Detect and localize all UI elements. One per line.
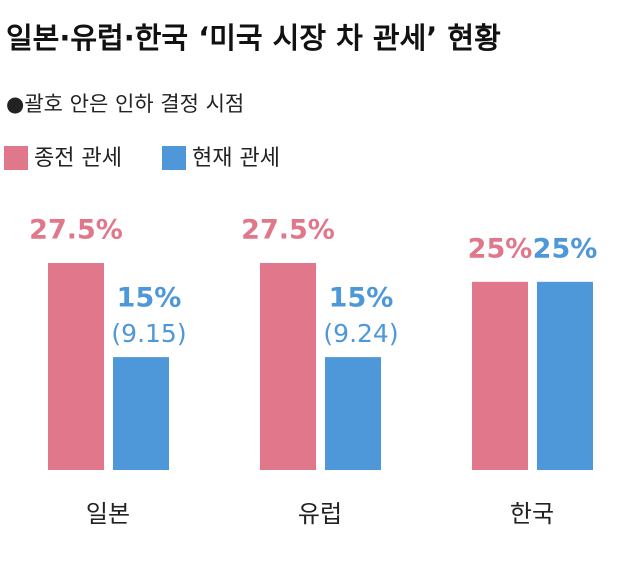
bar [472,281,528,470]
x-tick-label: 유럽 [298,500,342,528]
chart-title: 일본·유럽·한국 ‘미국 시장 차 관세’ 현황 [6,21,501,55]
bar [260,263,316,470]
legend-label: 현재 관세 [192,146,280,171]
bar [325,357,381,470]
legend-label: 종전 관세 [34,146,122,171]
value-label: 15% [329,283,394,314]
bar [537,281,593,470]
bar [48,263,104,470]
value-label: 15% [117,283,182,314]
x-tick-label: 일본 [86,500,130,528]
legend-swatch [4,146,28,170]
bar [113,357,169,470]
value-label: 27.5% [29,215,123,246]
value-label: 25% [468,233,533,264]
value-label: 25% [533,233,598,264]
legend-swatch [162,146,186,170]
chart-subtitle: ●괄호 안은 인하 결정 시점 [6,92,244,116]
value-note: (9.24) [323,319,398,348]
value-note: (9.15) [111,319,186,348]
x-tick-label: 한국 [510,500,554,528]
value-label: 27.5% [241,215,335,246]
